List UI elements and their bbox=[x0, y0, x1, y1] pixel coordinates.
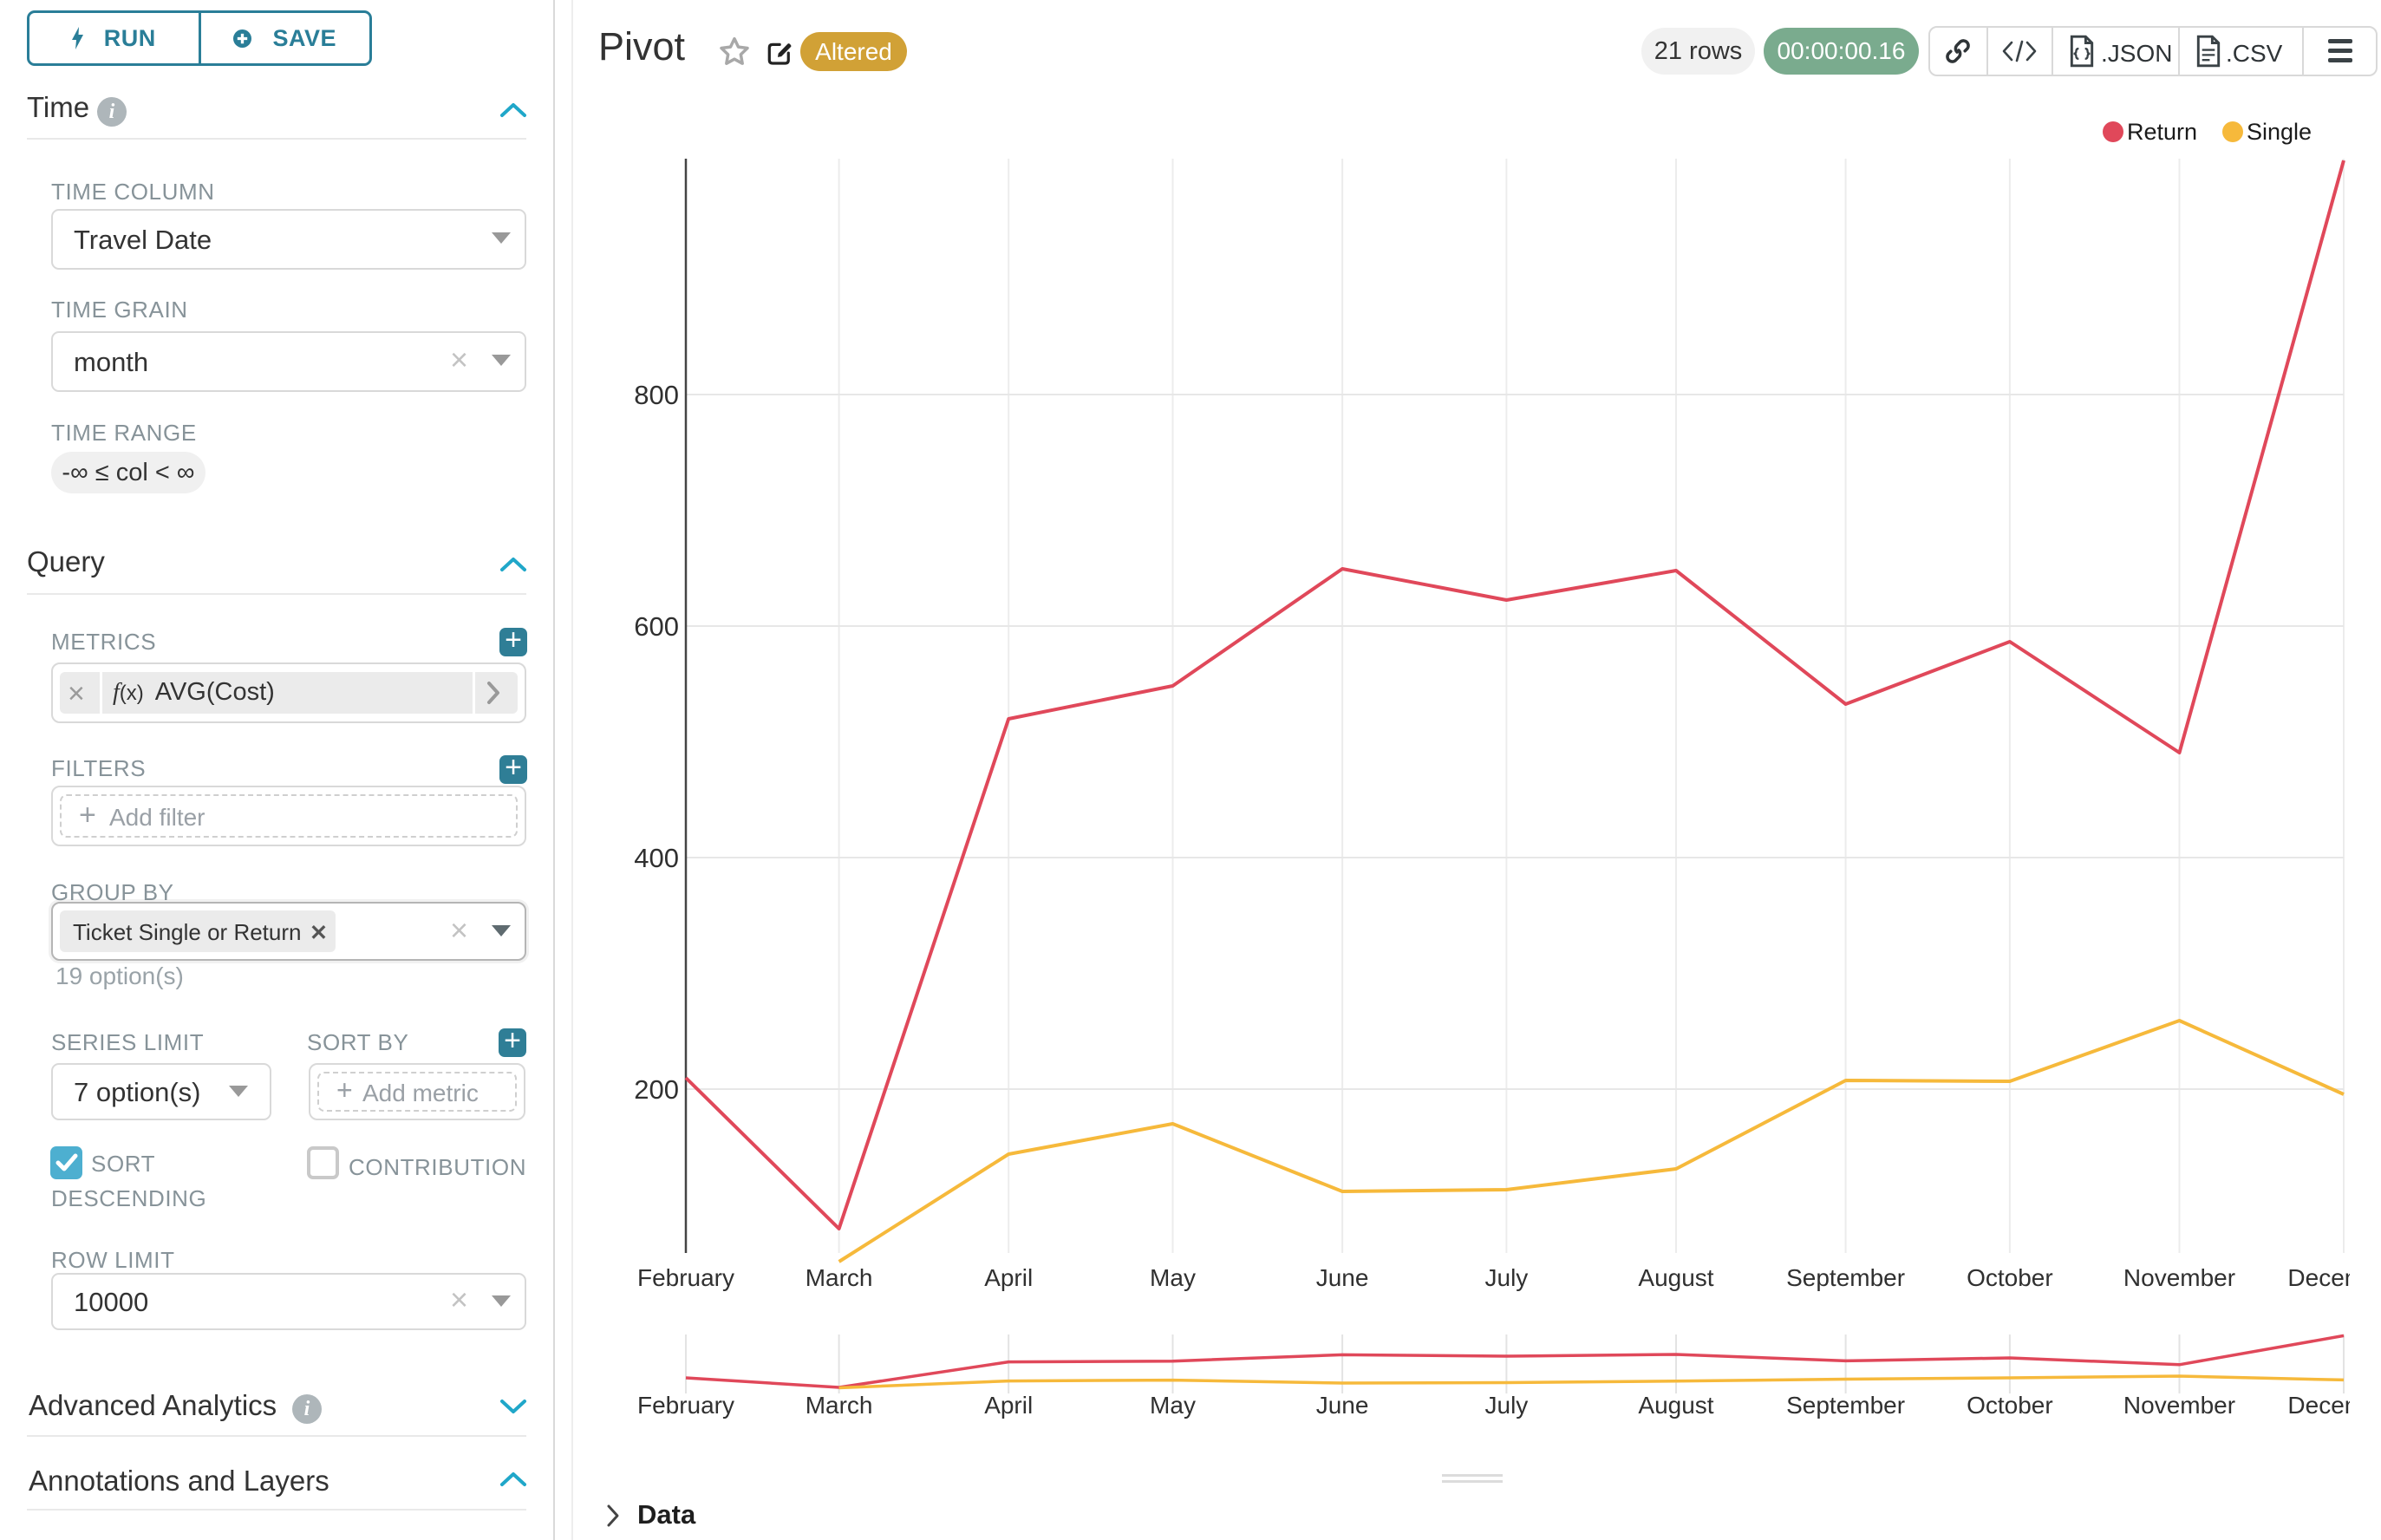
svg-text:November: November bbox=[2123, 1264, 2235, 1291]
svg-text:March: March bbox=[806, 1392, 873, 1419]
svg-text:July: July bbox=[1485, 1264, 1529, 1291]
svg-text:September: September bbox=[1786, 1392, 1905, 1419]
svg-text:October: October bbox=[1967, 1264, 2053, 1291]
svg-text:February: February bbox=[637, 1264, 734, 1291]
svg-text:May: May bbox=[1150, 1392, 1196, 1419]
svg-text:April: April bbox=[984, 1264, 1033, 1291]
svg-text:April: April bbox=[984, 1392, 1033, 1419]
svg-text:November: November bbox=[2123, 1392, 2235, 1419]
svg-text:800: 800 bbox=[634, 380, 679, 410]
svg-text:August: August bbox=[1638, 1264, 1713, 1291]
svg-text:400: 400 bbox=[634, 843, 679, 873]
svg-text:February: February bbox=[637, 1392, 734, 1419]
svg-text:June: June bbox=[1316, 1264, 1369, 1291]
svg-text:200: 200 bbox=[634, 1074, 679, 1105]
svg-text:December: December bbox=[2287, 1392, 2350, 1419]
svg-text:Return: Return bbox=[2127, 119, 2197, 145]
svg-text:September: September bbox=[1786, 1264, 1905, 1291]
svg-text:June: June bbox=[1316, 1392, 1369, 1419]
svg-text:May: May bbox=[1150, 1264, 1196, 1291]
svg-text:July: July bbox=[1485, 1392, 1529, 1419]
svg-text:600: 600 bbox=[634, 611, 679, 642]
svg-text:October: October bbox=[1967, 1392, 2053, 1419]
svg-text:Single: Single bbox=[2247, 119, 2312, 145]
svg-text:December: December bbox=[2287, 1264, 2350, 1291]
svg-text:August: August bbox=[1638, 1392, 1713, 1419]
svg-text:March: March bbox=[806, 1264, 873, 1291]
